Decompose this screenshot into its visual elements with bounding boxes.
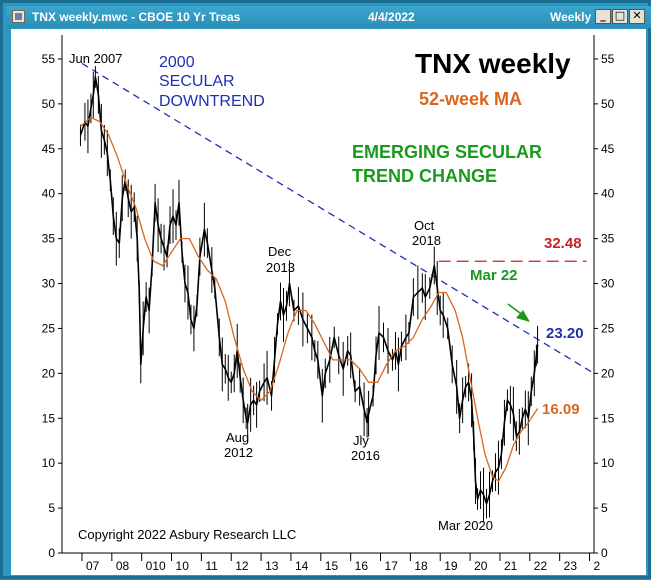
y-tick-label-right: 25	[601, 321, 615, 335]
plot-area	[79, 62, 595, 522]
x-tick-label: 13	[265, 559, 279, 573]
annotation-oct2018-1: Oct	[414, 218, 435, 233]
x-tick-label: 010	[146, 559, 166, 573]
maximize-button[interactable]: □	[612, 9, 628, 24]
app-icon	[12, 10, 25, 23]
x-tick-label: 22	[534, 559, 548, 573]
y-tick-label-left: 50	[42, 97, 56, 111]
minimize-button[interactable]: _	[595, 9, 611, 24]
x-tick-label: 15	[325, 559, 339, 573]
annotation-mar22: Mar 22	[470, 267, 518, 284]
y-tick-label-right: 5	[601, 501, 608, 515]
annotation-aug2012-1: Aug	[226, 430, 249, 445]
annotation-jun2007: Jun 2007	[69, 51, 123, 66]
y-tick-label-left: 55	[42, 52, 56, 66]
y-tick-label-right: 10	[601, 456, 615, 470]
x-axis: 07 08 010 10 11 12 13 14 15 16 17 18 19 20 21 22 23 2	[81, 553, 601, 573]
secular-change-label-2: TREND CHANGE	[352, 166, 497, 186]
trend-label-2: SECULAR	[159, 73, 235, 90]
annotation-oct2018-2: 2018	[412, 233, 441, 248]
y-tick-label-left: 5	[48, 501, 55, 515]
window-titlebar[interactable]: TNX weekly.mwc - CBOE 10 Yr Treas 4/4/20…	[6, 6, 651, 28]
resistance-value-label: 32.48	[544, 235, 582, 252]
x-tick-label: 17	[385, 559, 399, 573]
y-tick-label-right: 0	[601, 546, 608, 560]
x-tick-label: 20	[474, 559, 488, 573]
chart-title: TNX weekly	[415, 48, 571, 79]
x-tick-label: 21	[504, 559, 518, 573]
secular-change-label-1: EMERGING SECULAR	[352, 142, 542, 162]
x-tick-label: 18	[414, 559, 428, 573]
annotation-july2016-2: 2016	[351, 448, 380, 463]
annotation-dec2013-2: 2013	[266, 260, 295, 275]
close-button[interactable]: ✕	[629, 9, 645, 24]
y-tick-label-right: 20	[601, 366, 615, 380]
y-tick-label-right: 30	[601, 277, 615, 291]
y-tick-label-right: 40	[601, 187, 615, 201]
ma-series-line	[80, 116, 539, 483]
y-axis-left: 0 5 10 15 20 25 30 35 40 45 50 55	[42, 52, 62, 560]
y-tick-label-right: 45	[601, 142, 615, 156]
x-tick-label: 23	[564, 559, 578, 573]
y-tick-label-right: 50	[601, 97, 615, 111]
chart-area: 0 5 10 15 20 25 30 35 40 45 50 55 0 5 10 15 20 25 30 35 40 4…	[11, 29, 646, 575]
x-tick-label: 14	[295, 559, 309, 573]
chart-date: 4/4/2022	[368, 10, 415, 24]
x-tick-label: 2	[594, 559, 601, 573]
x-tick-label: 08	[116, 559, 130, 573]
copyright-text: Copyright 2022 Asbury Research LLC	[78, 527, 296, 542]
chart-period: Weekly	[550, 10, 592, 24]
y-tick-label-left: 15	[42, 411, 56, 425]
y-tick-label-left: 40	[42, 187, 56, 201]
secular-downtrend-line	[81, 62, 595, 374]
x-tick-label: 10	[176, 559, 190, 573]
y-tick-label-left: 0	[48, 546, 55, 560]
x-tick-label: 12	[235, 559, 249, 573]
x-tick-label: 07	[86, 559, 100, 573]
current-ma-label: 16.09	[542, 401, 580, 418]
y-tick-label-left: 10	[42, 456, 56, 470]
chart-svg: 0 5 10 15 20 25 30 35 40 45 50 55 0 5 10 15 20 25 30 35 40 4…	[42, 35, 615, 573]
annotation-july2016-1: Jly	[353, 433, 369, 448]
trend-label-1: 2000	[159, 54, 195, 71]
trend-label-3: DOWNTREND	[159, 93, 265, 110]
annotation-mar2020: Mar 2020	[438, 518, 493, 533]
x-tick-label: 11	[205, 559, 218, 573]
y-tick-label-right: 15	[601, 411, 615, 425]
y-tick-label-left: 45	[42, 142, 56, 156]
annotation-dec2013-1: Dec	[268, 244, 292, 259]
mar22-arrow	[507, 303, 530, 322]
y-tick-label-left: 35	[42, 232, 56, 246]
y-axis-right: 0 5 10 15 20 25 30 35 40 45 50 55	[594, 52, 615, 560]
chart-subtitle: 52-week MA	[419, 89, 522, 109]
x-tick-label: 19	[444, 559, 458, 573]
y-tick-label-left: 25	[42, 321, 56, 335]
window-title: TNX weekly.mwc - CBOE 10 Yr Treas	[32, 10, 241, 24]
y-tick-label-right: 35	[601, 232, 615, 246]
y-tick-label-left: 30	[42, 277, 56, 291]
current-price-label: 23.20	[546, 325, 584, 342]
y-tick-label-left: 20	[42, 366, 56, 380]
price-series-line	[79, 76, 539, 505]
x-tick-label: 16	[355, 559, 369, 573]
y-tick-label-right: 55	[601, 52, 615, 66]
annotation-aug2012-2: 2012	[224, 445, 253, 460]
